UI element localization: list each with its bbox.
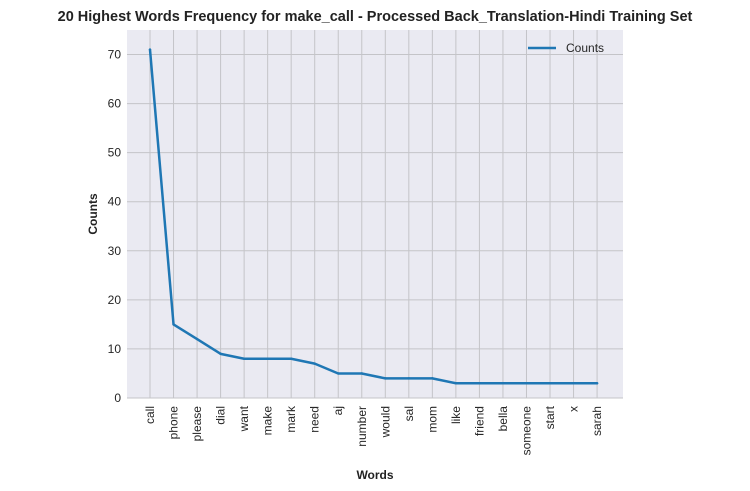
x-tick-label: bella <box>496 406 510 432</box>
y-tick-label: 20 <box>108 293 122 307</box>
data-point <box>595 382 599 385</box>
data-point <box>266 357 269 360</box>
x-tick-label: mom <box>425 406 439 433</box>
x-tick-label: make <box>261 406 275 436</box>
x-tick-label: sal <box>402 406 416 421</box>
y-tick-label: 40 <box>108 195 122 209</box>
y-tick-label: 0 <box>114 391 121 405</box>
legend-label: Counts <box>566 41 604 55</box>
data-point <box>525 382 528 385</box>
x-tick-label: x <box>567 406 581 412</box>
x-tick-label: phone <box>167 406 181 440</box>
grid <box>127 30 623 399</box>
x-tick-label: want <box>237 405 251 432</box>
y-tick-label: 30 <box>108 244 122 258</box>
x-tick-label: start <box>543 405 557 429</box>
y-tick-label: 50 <box>108 146 122 160</box>
data-point <box>478 382 481 385</box>
x-tick-label: aj <box>331 406 345 415</box>
data-point <box>360 372 363 375</box>
x-tick-label: someone <box>519 406 533 456</box>
x-axis-label: Words <box>356 468 393 482</box>
data-point <box>242 357 246 360</box>
y-tick-label: 60 <box>108 97 122 111</box>
data-point <box>548 382 552 385</box>
data-point <box>501 382 505 385</box>
x-tick-label: mark <box>284 405 298 433</box>
series-line <box>148 48 599 385</box>
data-point <box>195 337 199 341</box>
data-point <box>407 377 411 380</box>
data-point <box>219 352 222 356</box>
x-tick-label: dial <box>214 406 228 425</box>
data-point <box>148 48 152 51</box>
data-point <box>431 377 434 380</box>
data-point <box>289 357 293 360</box>
plot-area <box>127 30 623 398</box>
x-tick-label: would <box>378 406 392 438</box>
data-point <box>454 382 458 385</box>
legend: Counts <box>528 41 604 55</box>
y-tick-label: 70 <box>108 48 122 62</box>
x-tick-labels: call phone please dial want make mark need aj num… <box>143 405 604 455</box>
x-tick-label: friend <box>472 406 486 436</box>
data-point <box>313 362 316 365</box>
x-tick-label: need <box>308 406 322 433</box>
x-tick-label: sarah <box>590 406 604 436</box>
x-tick-label: number <box>355 406 369 447</box>
data-point <box>172 323 175 326</box>
data-point <box>337 372 340 375</box>
y-tick-labels: 0 10 20 30 40 50 60 70 <box>108 48 122 405</box>
x-tick-label: please <box>190 406 204 442</box>
data-point <box>572 382 575 385</box>
data-layer <box>148 48 599 385</box>
y-axis-label: Counts <box>86 193 100 235</box>
chart-title: 20 Highest Words Frequency for make_call… <box>58 9 693 25</box>
data-point <box>384 377 387 380</box>
x-tick-label: like <box>449 406 463 424</box>
y-tick-label: 10 <box>108 342 122 356</box>
x-tick-label: call <box>143 406 157 424</box>
